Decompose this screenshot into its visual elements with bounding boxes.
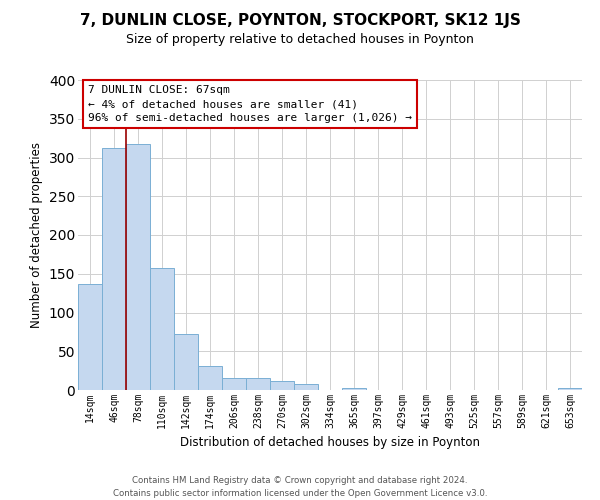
Text: Size of property relative to detached houses in Poynton: Size of property relative to detached ho… [126, 32, 474, 46]
X-axis label: Distribution of detached houses by size in Poynton: Distribution of detached houses by size … [180, 436, 480, 450]
Bar [270, 380, 294, 390]
Bar [126, 144, 150, 390]
Bar [198, 366, 222, 390]
Bar [294, 384, 318, 390]
Bar [342, 388, 366, 390]
Text: Contains HM Land Registry data © Crown copyright and database right 2024.
Contai: Contains HM Land Registry data © Crown c… [113, 476, 487, 498]
Bar [174, 334, 198, 390]
Y-axis label: Number of detached properties: Number of detached properties [30, 142, 43, 328]
Bar [102, 148, 126, 390]
Bar [222, 378, 246, 390]
Bar [78, 284, 102, 390]
Bar [246, 378, 270, 390]
Text: 7, DUNLIN CLOSE, POYNTON, STOCKPORT, SK12 1JS: 7, DUNLIN CLOSE, POYNTON, STOCKPORT, SK1… [80, 12, 520, 28]
Text: 7 DUNLIN CLOSE: 67sqm
← 4% of detached houses are smaller (41)
96% of semi-detac: 7 DUNLIN CLOSE: 67sqm ← 4% of detached h… [88, 84, 412, 124]
Bar [558, 388, 582, 390]
Bar [150, 268, 174, 390]
